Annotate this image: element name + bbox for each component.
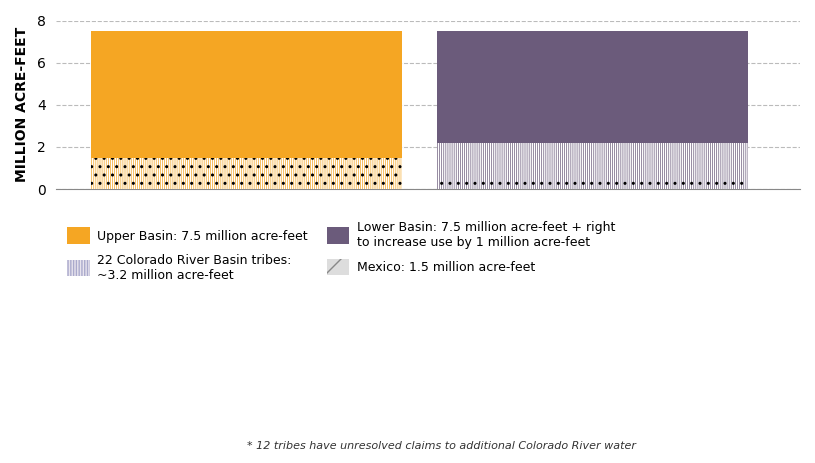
Text: * 12 tribes have unresolved claims to additional Colorado River water: * 12 tribes have unresolved claims to ad…: [247, 441, 636, 451]
Bar: [437, 143, 748, 179]
Bar: [90, 31, 402, 189]
Bar: [437, 179, 748, 189]
Bar: [90, 157, 402, 189]
Bar: [90, 157, 402, 189]
Bar: [437, 179, 748, 189]
Legend: Upper Basin: 7.5 million acre-feet, 22 Colorado River Basin tribes:
~3.2 million: Upper Basin: 7.5 million acre-feet, 22 C…: [62, 216, 620, 287]
Y-axis label: MILLION ACRE-FEET: MILLION ACRE-FEET: [15, 27, 29, 182]
Bar: [437, 31, 748, 189]
